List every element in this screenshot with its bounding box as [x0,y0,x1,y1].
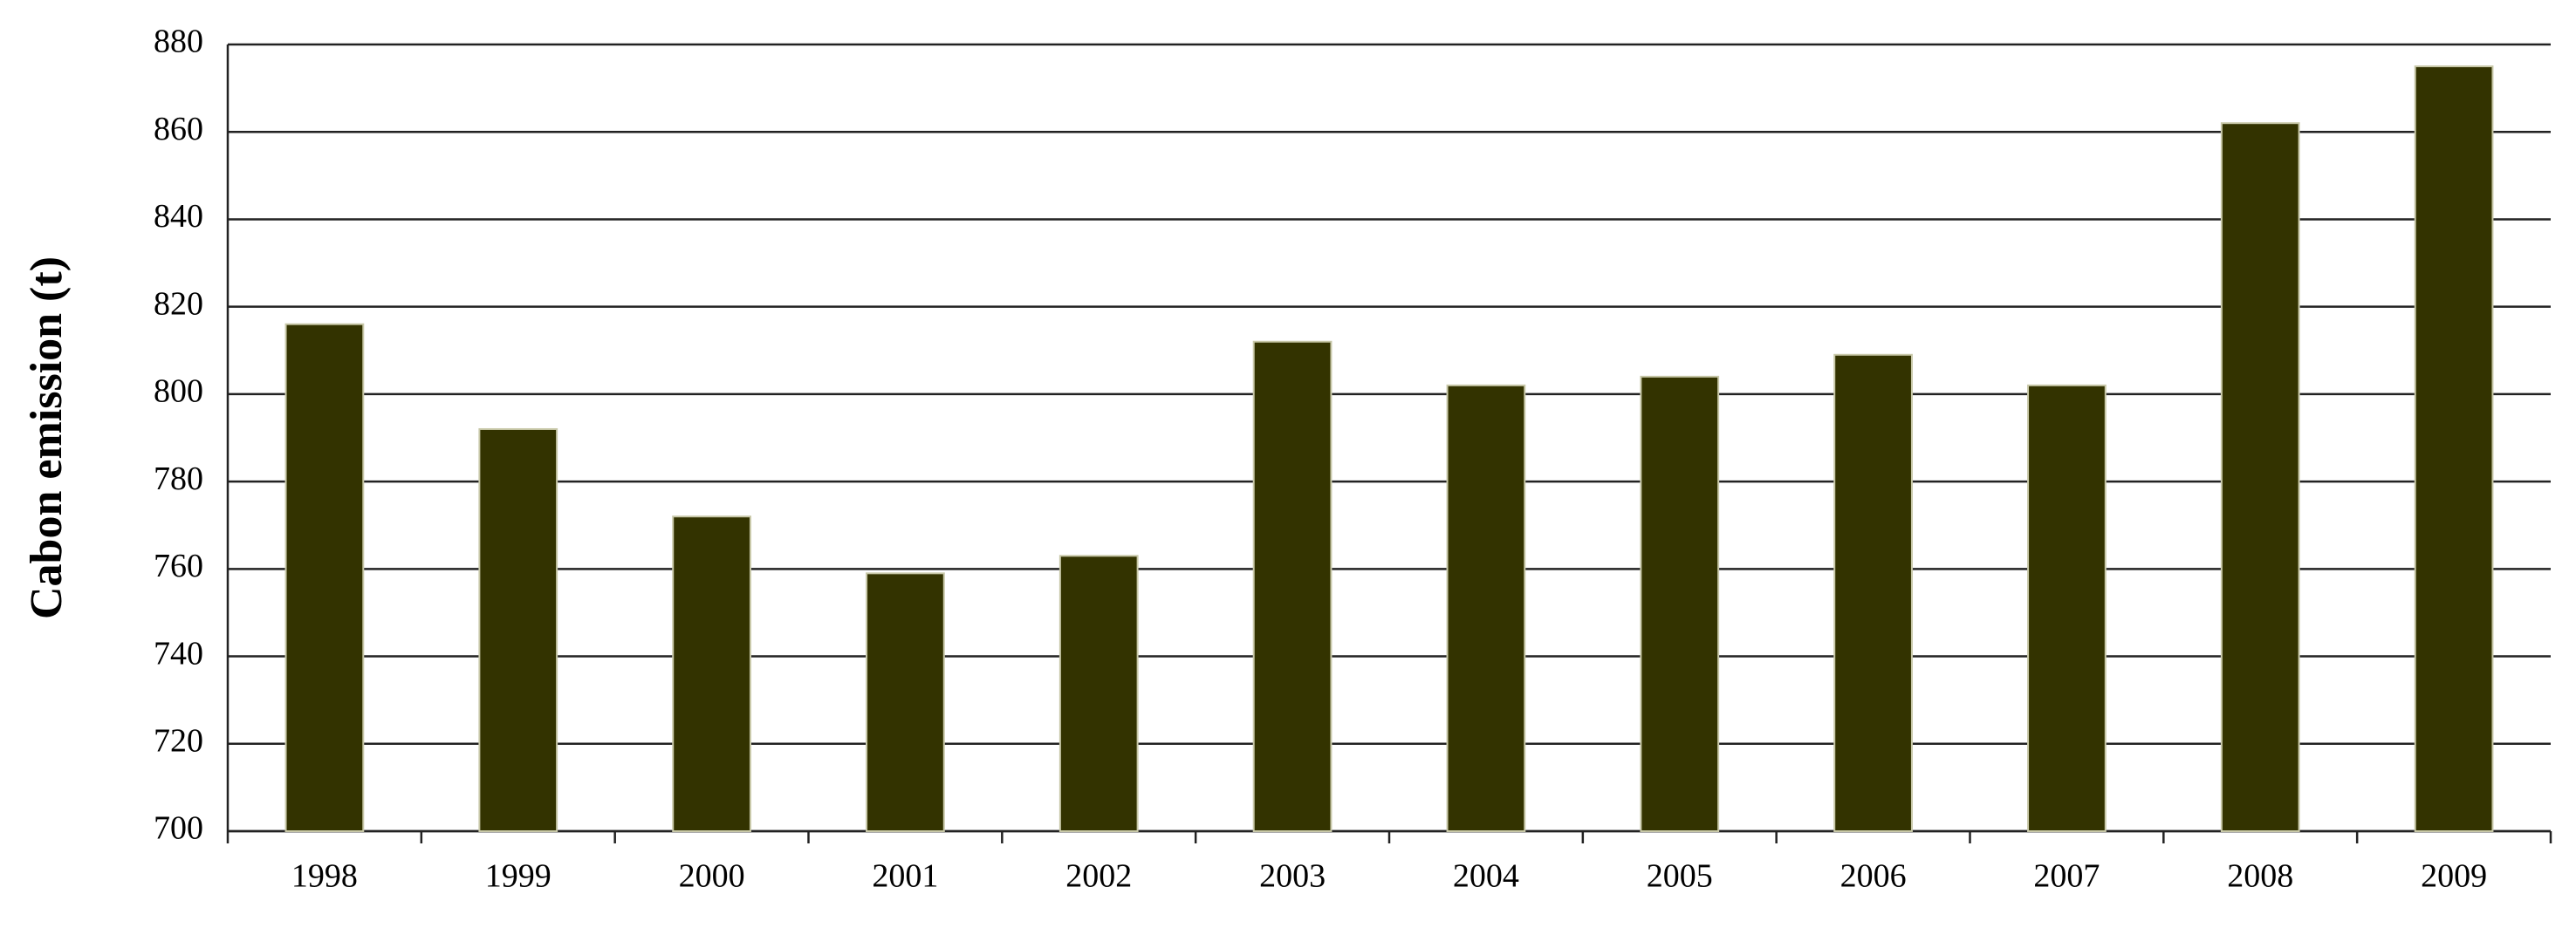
bar [2027,384,2107,832]
bar [866,572,945,832]
bar [672,515,751,832]
x-tick-label: 2005 [1647,858,1713,895]
x-tick-label: 2001 [872,858,938,895]
x-tick-label: 2003 [1259,858,1326,895]
bar [1058,555,1139,832]
y-tick-label: 860 [154,111,203,147]
x-tick-label: 2009 [2421,858,2487,895]
y-axis-label: Cabon emission (t) [22,256,72,619]
x-tick-label: 2006 [1840,858,1907,895]
bar [478,427,558,832]
bar [1833,353,1913,832]
x-tick-label: 2000 [679,858,745,895]
y-tick-label: 880 [154,24,203,60]
y-tick-label: 760 [154,548,203,584]
x-tick-label: 2008 [2227,858,2293,895]
x-tick-label: 1999 [485,858,552,895]
bar [2414,65,2494,833]
y-tick-label: 740 [154,635,203,672]
y-tick-label: 840 [154,198,203,235]
y-tick-label: 720 [154,722,203,759]
x-tick-label: 1998 [291,858,358,895]
x-tick-label: 2002 [1065,858,1132,895]
x-tick-label: 2004 [1453,858,1519,895]
bar [1446,384,1526,832]
y-tick-label: 800 [154,373,203,410]
bar [1640,375,1720,833]
bar [284,323,365,832]
bar [2220,122,2300,832]
y-tick-label: 700 [154,810,203,847]
y-tick-label: 780 [154,461,203,497]
x-tick-label: 2007 [2033,858,2100,895]
bar [1252,340,1333,832]
y-tick-label: 820 [154,285,203,322]
